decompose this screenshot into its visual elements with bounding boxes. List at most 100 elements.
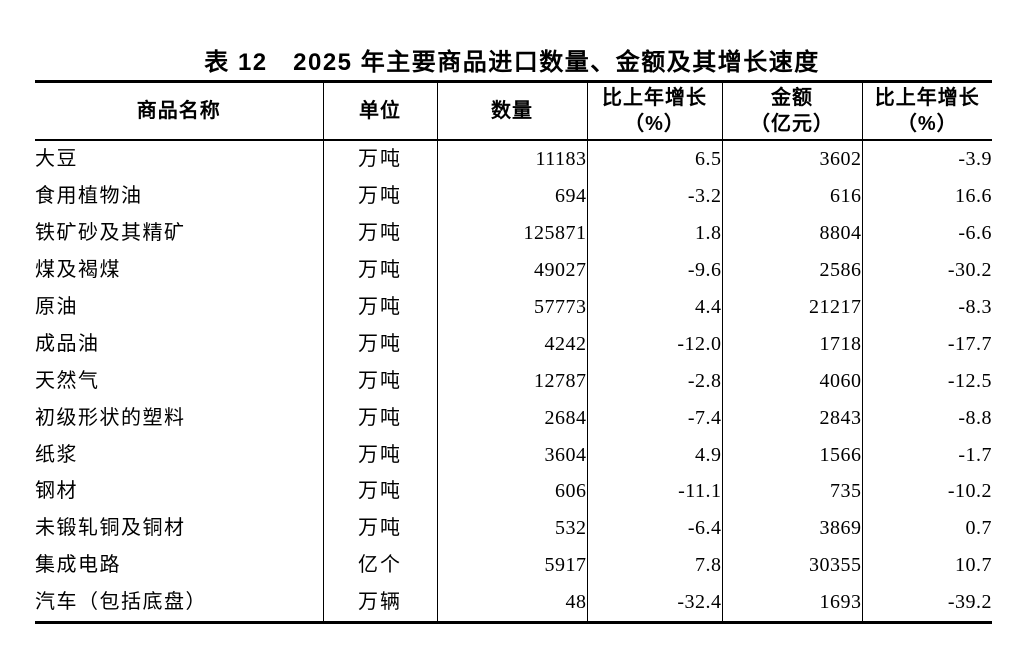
cell-quantity: 606 — [436, 473, 587, 510]
cell-quantity: 4242 — [436, 325, 587, 363]
cell-value: 735 — [721, 473, 862, 510]
col-header-quantity: 数量 — [436, 81, 587, 141]
table-body: 大豆 万吨 11183 6.5 3602 -3.9 食用植物油 万吨 694 -… — [35, 140, 992, 623]
cell-unit: 万吨 — [322, 362, 437, 400]
table-row: 食用植物油 万吨 694 -3.2 616 16.6 — [35, 177, 992, 215]
cell-product-name: 原油 — [35, 296, 78, 318]
header-row: 商品名称 单位 数量 比上年增长 （%） 金额 （亿元） — [35, 81, 992, 141]
col-header-unit: 单位 — [322, 81, 437, 141]
header-label: 单位 — [359, 100, 401, 122]
cell-unit: 万吨 — [322, 251, 437, 289]
table-row: 铁矿砂及其精矿 万吨 125871 1.8 8804 -6.6 — [35, 214, 992, 252]
cell-value-growth: -8.8 — [861, 399, 992, 437]
cell-value: 30355 — [721, 546, 862, 584]
cell-value: 3869 — [721, 509, 862, 547]
cell-quantity-growth: 6.5 — [586, 140, 722, 178]
table-row: 初级形状的塑料 万吨 2684 -7.4 2843 -8.8 — [35, 399, 992, 437]
cell-unit: 万吨 — [322, 399, 437, 437]
cell-quantity-growth: -9.6 — [586, 251, 722, 289]
cell-unit: 万吨 — [322, 214, 437, 252]
cell-quantity: 57773 — [436, 288, 587, 326]
cell-quantity-growth: -3.2 — [586, 177, 722, 215]
cell-value-growth: 10.7 — [861, 546, 992, 584]
header-sublabel: （亿元） — [750, 113, 834, 135]
cell-value-growth: -39.2 — [861, 583, 992, 623]
table-header: 商品名称 单位 数量 比上年增长 （%） 金额 （亿元） — [35, 81, 992, 141]
cell-quantity-growth: -11.1 — [586, 473, 722, 510]
cell-value: 4060 — [721, 362, 862, 400]
cell-product-name: 大豆 — [35, 148, 78, 171]
cell-value: 2586 — [721, 251, 862, 289]
header-label: 商品名称 — [136, 100, 221, 122]
cell-product-name: 初级形状的塑料 — [35, 406, 186, 429]
cell-value: 616 — [721, 177, 862, 215]
cell-value-growth: -6.6 — [861, 214, 992, 252]
cell-product-name: 天然气 — [35, 369, 100, 392]
cell-value-growth: 16.6 — [861, 177, 992, 215]
cell-value: 8804 — [721, 214, 862, 252]
cell-value-growth: 0.7 — [861, 509, 992, 547]
cell-unit: 万吨 — [322, 177, 437, 215]
cell-quantity-growth: -6.4 — [586, 509, 722, 547]
table-row: 天然气 万吨 12787 -2.8 4060 -12.5 — [35, 362, 992, 400]
header-label: 比上年增长 — [874, 87, 980, 109]
table-row: 汽车（包括底盘） 万辆 48 -32.4 1693 -39.2 — [35, 583, 992, 623]
cell-value: 21217 — [721, 288, 862, 326]
col-header-quantity-growth: 比上年增长 （%） — [586, 81, 722, 141]
cell-product-name: 铁矿砂及其精矿 — [35, 222, 186, 245]
cell-value: 3602 — [721, 140, 862, 178]
cell-value-growth: -12.5 — [861, 362, 992, 400]
cell-product-name: 纸浆 — [35, 443, 78, 466]
cell-quantity: 2684 — [436, 399, 587, 437]
cell-quantity: 12787 — [436, 362, 587, 400]
header-sublabel: （%） — [624, 113, 685, 135]
cell-unit: 万吨 — [322, 140, 437, 178]
cell-value: 1718 — [721, 325, 862, 363]
cell-value-growth: -10.2 — [861, 473, 992, 510]
table-row: 煤及褐煤 万吨 49027 -9.6 2586 -30.2 — [35, 251, 992, 289]
table-row: 未锻轧铜及铜材 万吨 532 -6.4 3869 0.7 — [35, 509, 992, 547]
cell-value: 2843 — [721, 399, 862, 437]
cell-product-name: 集成电路 — [35, 554, 121, 577]
cell-value: 1693 — [721, 583, 862, 623]
header-label: 数量 — [491, 100, 533, 122]
cell-product-name: 汽车（包括底盘） — [35, 591, 207, 614]
cell-quantity-growth: -7.4 — [586, 399, 722, 437]
cell-unit: 万吨 — [322, 288, 437, 326]
cell-unit: 万吨 — [322, 436, 437, 474]
cell-product-name: 煤及褐煤 — [35, 259, 121, 282]
cell-unit: 万辆 — [322, 583, 437, 623]
table-row: 纸浆 万吨 3604 4.9 1566 -1.7 — [35, 436, 992, 474]
cell-quantity: 125871 — [436, 214, 587, 252]
cell-value-growth: -17.7 — [861, 325, 992, 363]
cell-quantity-growth: 4.4 — [586, 288, 722, 326]
table-row: 原油 万吨 57773 4.4 21217 -8.3 — [35, 288, 992, 326]
cell-quantity-growth: -12.0 — [586, 325, 722, 363]
header-label: 比上年增长 — [602, 87, 707, 109]
cell-value: 1566 — [721, 436, 862, 474]
cell-quantity: 48 — [436, 583, 587, 623]
col-header-value-growth: 比上年增长 （%） — [861, 81, 992, 141]
col-header-value: 金额 （亿元） — [721, 81, 862, 141]
cell-quantity: 3604 — [436, 436, 587, 474]
header-label: 金额 — [771, 87, 813, 109]
table-row: 成品油 万吨 4242 -12.0 1718 -17.7 — [35, 325, 992, 363]
cell-quantity-growth: 7.8 — [586, 546, 722, 584]
cell-quantity-growth: -2.8 — [586, 362, 722, 400]
cell-product-name: 未锻轧铜及铜材 — [35, 517, 186, 540]
header-sublabel: （%） — [896, 113, 958, 135]
cell-product-name: 钢材 — [35, 480, 78, 503]
cell-unit: 亿个 — [322, 546, 437, 584]
cell-quantity: 5917 — [436, 546, 587, 584]
table-row: 大豆 万吨 11183 6.5 3602 -3.9 — [35, 140, 992, 178]
cell-unit: 万吨 — [322, 509, 437, 547]
cell-quantity-growth: 4.9 — [586, 436, 722, 474]
table-row: 钢材 万吨 606 -11.1 735 -10.2 — [35, 473, 992, 510]
cell-product-name: 成品油 — [35, 332, 100, 355]
cell-quantity: 532 — [436, 509, 587, 547]
cell-value-growth: -8.3 — [861, 288, 992, 326]
cell-quantity-growth: -32.4 — [586, 583, 722, 623]
cell-quantity-growth: 1.8 — [586, 214, 722, 252]
import-commodities-table: 商品名称 单位 数量 比上年增长 （%） 金额 （亿元） — [35, 80, 992, 624]
